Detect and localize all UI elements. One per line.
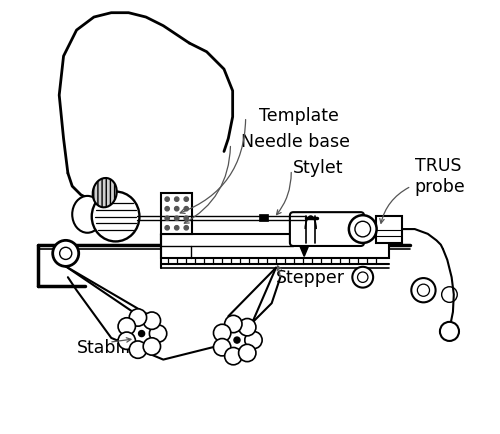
- Circle shape: [150, 325, 166, 342]
- Circle shape: [412, 279, 436, 302]
- Circle shape: [184, 217, 188, 221]
- Circle shape: [224, 316, 242, 333]
- Circle shape: [165, 217, 170, 221]
- Text: TRUS
probe: TRUS probe: [415, 157, 466, 195]
- Polygon shape: [300, 247, 308, 257]
- Circle shape: [165, 226, 170, 230]
- FancyBboxPatch shape: [161, 234, 389, 258]
- Text: Stabilizer: Stabilizer: [76, 338, 158, 356]
- Circle shape: [130, 341, 146, 358]
- Circle shape: [214, 339, 231, 356]
- Circle shape: [238, 319, 256, 336]
- Circle shape: [124, 316, 160, 352]
- Circle shape: [143, 312, 160, 329]
- Circle shape: [214, 325, 231, 342]
- Circle shape: [184, 226, 188, 230]
- Circle shape: [174, 226, 179, 230]
- Circle shape: [184, 197, 188, 202]
- Ellipse shape: [72, 197, 102, 233]
- Text: Needle base: Needle base: [242, 132, 350, 150]
- Ellipse shape: [92, 192, 140, 242]
- Circle shape: [174, 207, 179, 211]
- Circle shape: [234, 337, 240, 343]
- FancyBboxPatch shape: [376, 216, 402, 243]
- FancyBboxPatch shape: [161, 193, 192, 234]
- Circle shape: [245, 332, 262, 349]
- Circle shape: [440, 322, 459, 341]
- Circle shape: [118, 332, 136, 350]
- Ellipse shape: [92, 178, 117, 208]
- Circle shape: [238, 345, 256, 362]
- Circle shape: [352, 267, 373, 288]
- Text: Template: Template: [258, 106, 338, 124]
- Text: Stepper: Stepper: [276, 269, 345, 286]
- Circle shape: [174, 197, 179, 202]
- Circle shape: [130, 309, 146, 326]
- Circle shape: [143, 338, 160, 355]
- Circle shape: [219, 322, 255, 358]
- Circle shape: [118, 318, 136, 335]
- Circle shape: [165, 207, 170, 211]
- Circle shape: [224, 348, 242, 365]
- Circle shape: [52, 241, 78, 267]
- Text: Stylet: Stylet: [294, 158, 344, 176]
- Circle shape: [165, 197, 170, 202]
- Circle shape: [184, 207, 188, 211]
- Circle shape: [174, 217, 179, 221]
- FancyBboxPatch shape: [290, 213, 364, 247]
- FancyBboxPatch shape: [258, 215, 268, 222]
- Circle shape: [349, 216, 376, 243]
- Circle shape: [138, 331, 144, 337]
